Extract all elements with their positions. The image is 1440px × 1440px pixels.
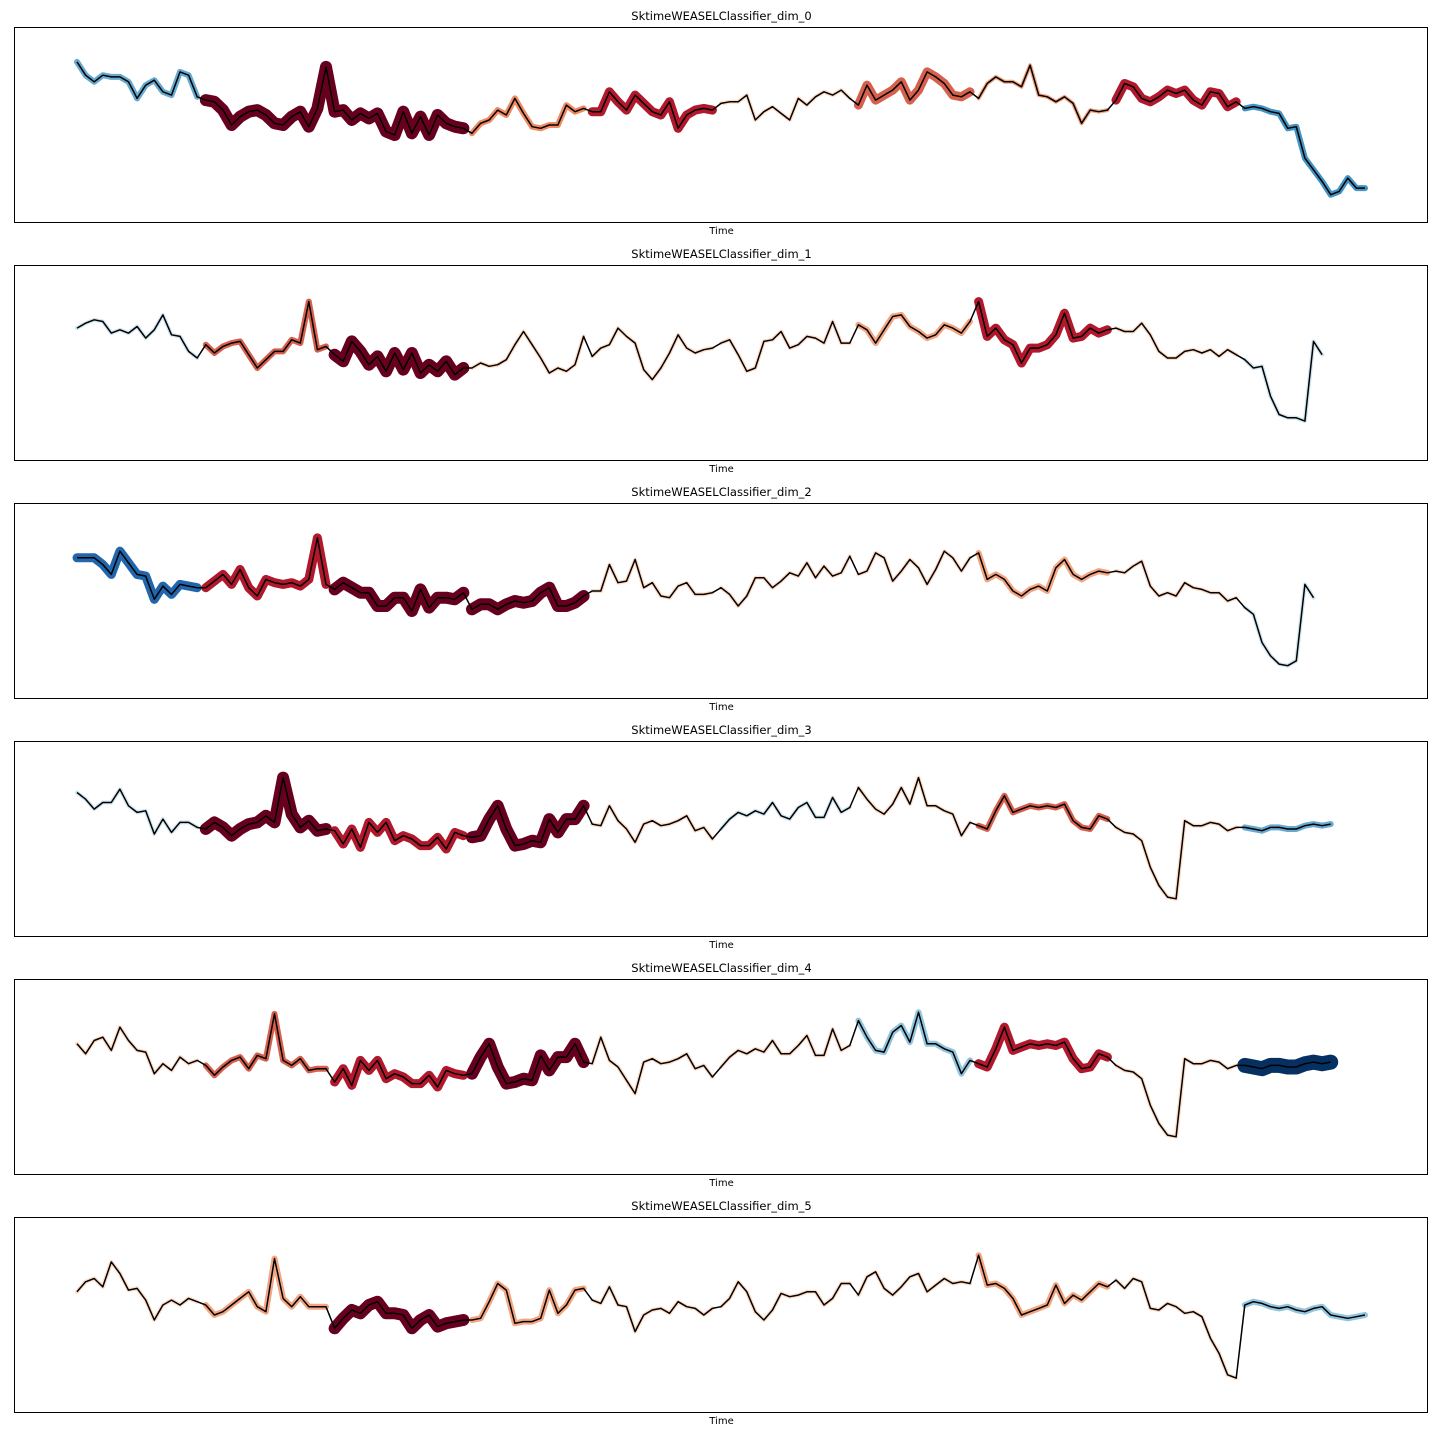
x-axis-label: Time xyxy=(709,1178,734,1189)
plot-area xyxy=(14,503,1428,699)
series-line xyxy=(76,1254,1366,1379)
line-plot xyxy=(75,297,1325,424)
highlight-segment-4 xyxy=(590,1035,715,1096)
highlight-segment-2 xyxy=(328,335,470,381)
subplot-title: SktimeWEASELClassifier_dim_4 xyxy=(631,961,812,975)
plot-area xyxy=(14,741,1428,937)
highlight-segment-7 xyxy=(974,1022,1112,1074)
subplot-dim-4: SktimeWEASELClassifier_dim_4 Time xyxy=(0,952,1440,1190)
subplot-title: SktimeWEASELClassifier_dim_0 xyxy=(631,9,812,23)
highlight-segment-1 xyxy=(202,298,329,371)
highlight-segment-4 xyxy=(590,326,715,382)
highlight-segment-3 xyxy=(466,1037,590,1090)
x-axis-label: Time xyxy=(709,1416,734,1427)
subplot-title: SktimeWEASELClassifier_dim_5 xyxy=(631,1199,812,1213)
highlight-segment-8 xyxy=(1114,1056,1239,1139)
x-axis-label: Time xyxy=(709,940,734,951)
series-line xyxy=(77,537,1315,667)
x-axis-label: Time xyxy=(709,702,734,713)
line-plot xyxy=(75,1252,1368,1381)
plot-area xyxy=(14,27,1428,223)
plot-area xyxy=(14,265,1428,461)
x-axis-label: Time xyxy=(709,464,734,475)
highlight-segment-8 xyxy=(1114,321,1239,360)
highlight-segment-5 xyxy=(719,554,852,608)
series-line xyxy=(76,1011,1331,1138)
subplot-dim-5: SktimeWEASELClassifier_dim_5 Time xyxy=(0,1190,1440,1428)
highlight-segment-8 xyxy=(1114,818,1239,901)
series-line xyxy=(76,776,1331,900)
subplot-dim-0: SktimeWEASELClassifier_dim_0 Time xyxy=(0,0,1440,238)
highlight-segment-6 xyxy=(856,775,972,838)
subplot-title: SktimeWEASELClassifier_dim_2 xyxy=(631,485,812,499)
highlight-segment-0 xyxy=(75,1259,200,1322)
highlight-segment-8 xyxy=(1241,103,1368,198)
highlight-segment-4 xyxy=(590,803,715,845)
subplot-dim-3: SktimeWEASELClassifier_dim_3 Time xyxy=(0,714,1440,952)
highlight-segment-3 xyxy=(466,799,590,852)
subplot-dim-1: SktimeWEASELClassifier_dim_1 Time xyxy=(0,238,1440,476)
line-plot xyxy=(75,1009,1339,1139)
highlight-segment-2 xyxy=(469,95,587,137)
highlight-segment-1 xyxy=(199,771,332,842)
subplot-title: SktimeWEASELClassifier_dim_3 xyxy=(631,723,812,737)
highlight-segment-8 xyxy=(1114,1276,1239,1381)
series-line xyxy=(76,300,1323,422)
highlight-segment-7 xyxy=(975,792,1111,832)
highlight-segment-0 xyxy=(74,58,201,102)
highlight-segment-9 xyxy=(1242,339,1325,424)
subplot-dim-2: SktimeWEASELClassifier_dim_2 Time xyxy=(0,476,1440,714)
highlight-segment-6 xyxy=(856,549,972,587)
highlight-segment-1 xyxy=(201,533,331,601)
highlight-segment-5 xyxy=(719,319,852,374)
highlight-segment-6 xyxy=(855,1009,973,1077)
plot-area xyxy=(14,979,1428,1175)
series-line xyxy=(76,61,1365,196)
subplot-title: SktimeWEASELClassifier_dim_1 xyxy=(631,247,812,261)
x-axis-label: Time xyxy=(709,226,734,237)
line-plot xyxy=(75,771,1334,901)
highlight-segment-4 xyxy=(590,1284,715,1334)
plot-area xyxy=(14,1217,1428,1413)
highlight-segment-2 xyxy=(328,576,470,617)
highlight-segment-7 xyxy=(975,549,1111,599)
line-plot xyxy=(74,58,1368,198)
highlight-segment-7 xyxy=(974,297,1112,368)
line-plot xyxy=(72,533,1316,668)
